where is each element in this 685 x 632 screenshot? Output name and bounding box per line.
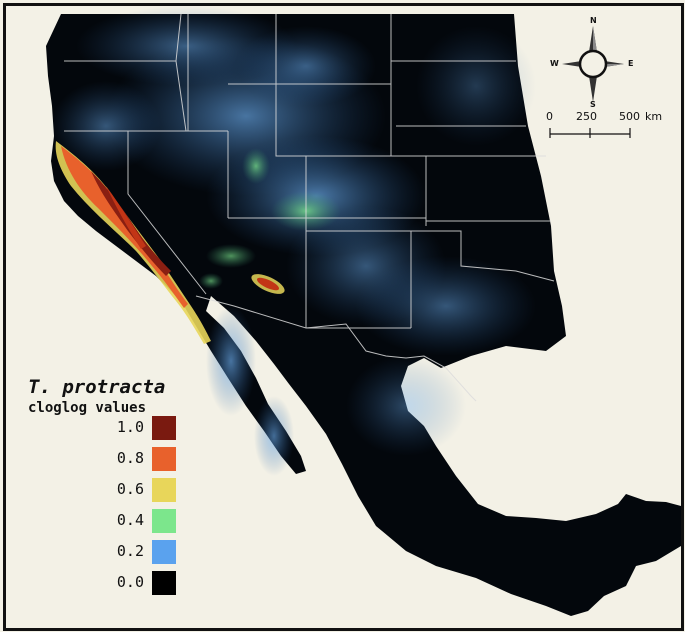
scale-unit: km — [645, 110, 663, 123]
scale-label-0: 0 — [546, 110, 553, 123]
scale-label-250: 250 — [576, 110, 597, 123]
scale-label-500: 500 — [619, 110, 640, 123]
legend: T. protracta cloglog values — [28, 376, 165, 416]
compass-south-label: S — [590, 100, 596, 109]
compass-icon — [562, 26, 624, 102]
legend-swatch — [152, 478, 176, 502]
legend-entry: 0.2 — [106, 540, 176, 564]
compass-east-label: E — [628, 59, 634, 68]
legend-entry-label: 0.2 — [116, 542, 144, 560]
legend-entry-label: 1.0 — [116, 418, 144, 436]
scale-bar-line — [549, 128, 631, 138]
legend-title: T. protracta — [28, 376, 166, 398]
compass-rose: N S E W — [548, 16, 638, 110]
suitability-map — [46, 6, 681, 616]
legend-swatch — [152, 447, 176, 471]
legend-entry-label: 0.4 — [116, 511, 144, 529]
legend-swatch — [152, 509, 176, 533]
legend-entry-label: 0.8 — [116, 449, 144, 467]
legend-swatch — [152, 540, 176, 564]
legend-entry: 0.4 — [106, 509, 176, 533]
legend-entry-label: 0.6 — [116, 480, 144, 498]
legend-entry-label: 0.0 — [116, 573, 144, 591]
legend-entry: 0.0 — [106, 571, 176, 595]
map-frame: N S E W 0 250 500 km T. protracta cloglo… — [3, 3, 684, 631]
scale-bar: 0 250 500 km — [546, 110, 671, 150]
legend-entry: 0.8 — [106, 447, 176, 471]
legend-entry: 0.6 — [106, 478, 176, 502]
legend-swatch — [152, 571, 176, 595]
compass-west-label: W — [550, 59, 559, 68]
high-suitability-arizona — [251, 274, 285, 294]
legend-subtitle: cloglog values — [28, 400, 147, 416]
high-suitability-california — [55, 141, 211, 344]
legend-swatch — [152, 416, 176, 440]
legend-entry: 1.0 — [106, 416, 176, 440]
political-borders — [64, 13, 555, 402]
compass-north-label: N — [590, 16, 597, 25]
